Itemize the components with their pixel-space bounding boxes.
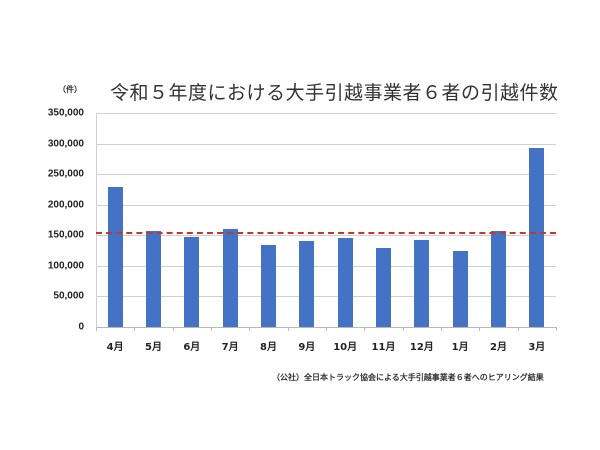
x-tick-label: 3月: [528, 342, 546, 353]
x-tick-mark: [517, 327, 519, 331]
gridline: [96, 235, 556, 237]
y-axis-line: [96, 113, 97, 327]
gridline: [96, 265, 556, 267]
x-tick-label: 10月: [333, 342, 358, 353]
x-tick-mark: [364, 327, 366, 331]
source-note: （公社）全日本トラック協会による大手引越事業者６者へのヒアリング結果: [272, 373, 544, 382]
y-tick-label: 50,000: [53, 290, 84, 302]
y-tick-label: 0: [78, 321, 84, 333]
x-tick-mark: [96, 327, 97, 331]
x-tick-label: 5月: [145, 342, 162, 353]
bar-11: [491, 231, 506, 327]
bar-1: [107, 186, 123, 327]
y-tick-label: 250,000: [47, 168, 84, 180]
x-tick-mark: [172, 327, 174, 331]
x-tick-mark: [556, 327, 557, 331]
bar-12: [529, 147, 545, 327]
x-tick-mark: [326, 327, 327, 331]
bar-7: [337, 237, 353, 327]
x-tick-mark: [134, 327, 136, 331]
bar-10: [452, 251, 468, 327]
x-tick-mark: [287, 327, 289, 331]
chart-title: 令和５年度における大手引越事業者６者の引越件数: [110, 82, 559, 104]
bar-5: [261, 245, 276, 327]
x-tick-mark: [211, 327, 212, 331]
bar-3: [184, 236, 200, 327]
y-tick-label: 300,000: [47, 138, 84, 150]
bar-8: [376, 247, 391, 327]
bar-6: [299, 240, 315, 327]
x-tick-label: 4月: [106, 342, 124, 353]
x-tick-label: 6月: [183, 342, 201, 353]
bar-9: [414, 240, 430, 327]
y-tick-label: 200,000: [47, 199, 84, 211]
y-tick-label: 100,000: [47, 260, 84, 272]
average-reference-line: [96, 231, 556, 234]
x-tick-mark: [249, 327, 251, 331]
bar-2: [146, 231, 161, 327]
gridline: [96, 113, 556, 114]
x-tick-mark: [402, 327, 404, 331]
x-tick-label: 1月: [451, 342, 469, 353]
x-tick-label: 12月: [409, 342, 434, 353]
x-tick-label: 2月: [490, 342, 507, 353]
y-tick-label: 150,000: [47, 229, 84, 241]
x-tick-label: 8月: [260, 342, 277, 353]
gridline: [96, 296, 556, 298]
x-tick-mark: [479, 327, 481, 331]
x-tick-label: 11月: [371, 342, 396, 353]
y-tick-label: 350,000: [47, 107, 84, 119]
x-tick-mark: [441, 327, 442, 331]
gridline: [96, 204, 556, 206]
gridline: [96, 143, 556, 145]
y-axis-unit-label: （件）: [58, 85, 82, 94]
bar-4: [222, 229, 238, 327]
gridline: [96, 174, 556, 176]
x-tick-label: 7月: [221, 342, 239, 353]
x-tick-label: 9月: [298, 342, 316, 353]
